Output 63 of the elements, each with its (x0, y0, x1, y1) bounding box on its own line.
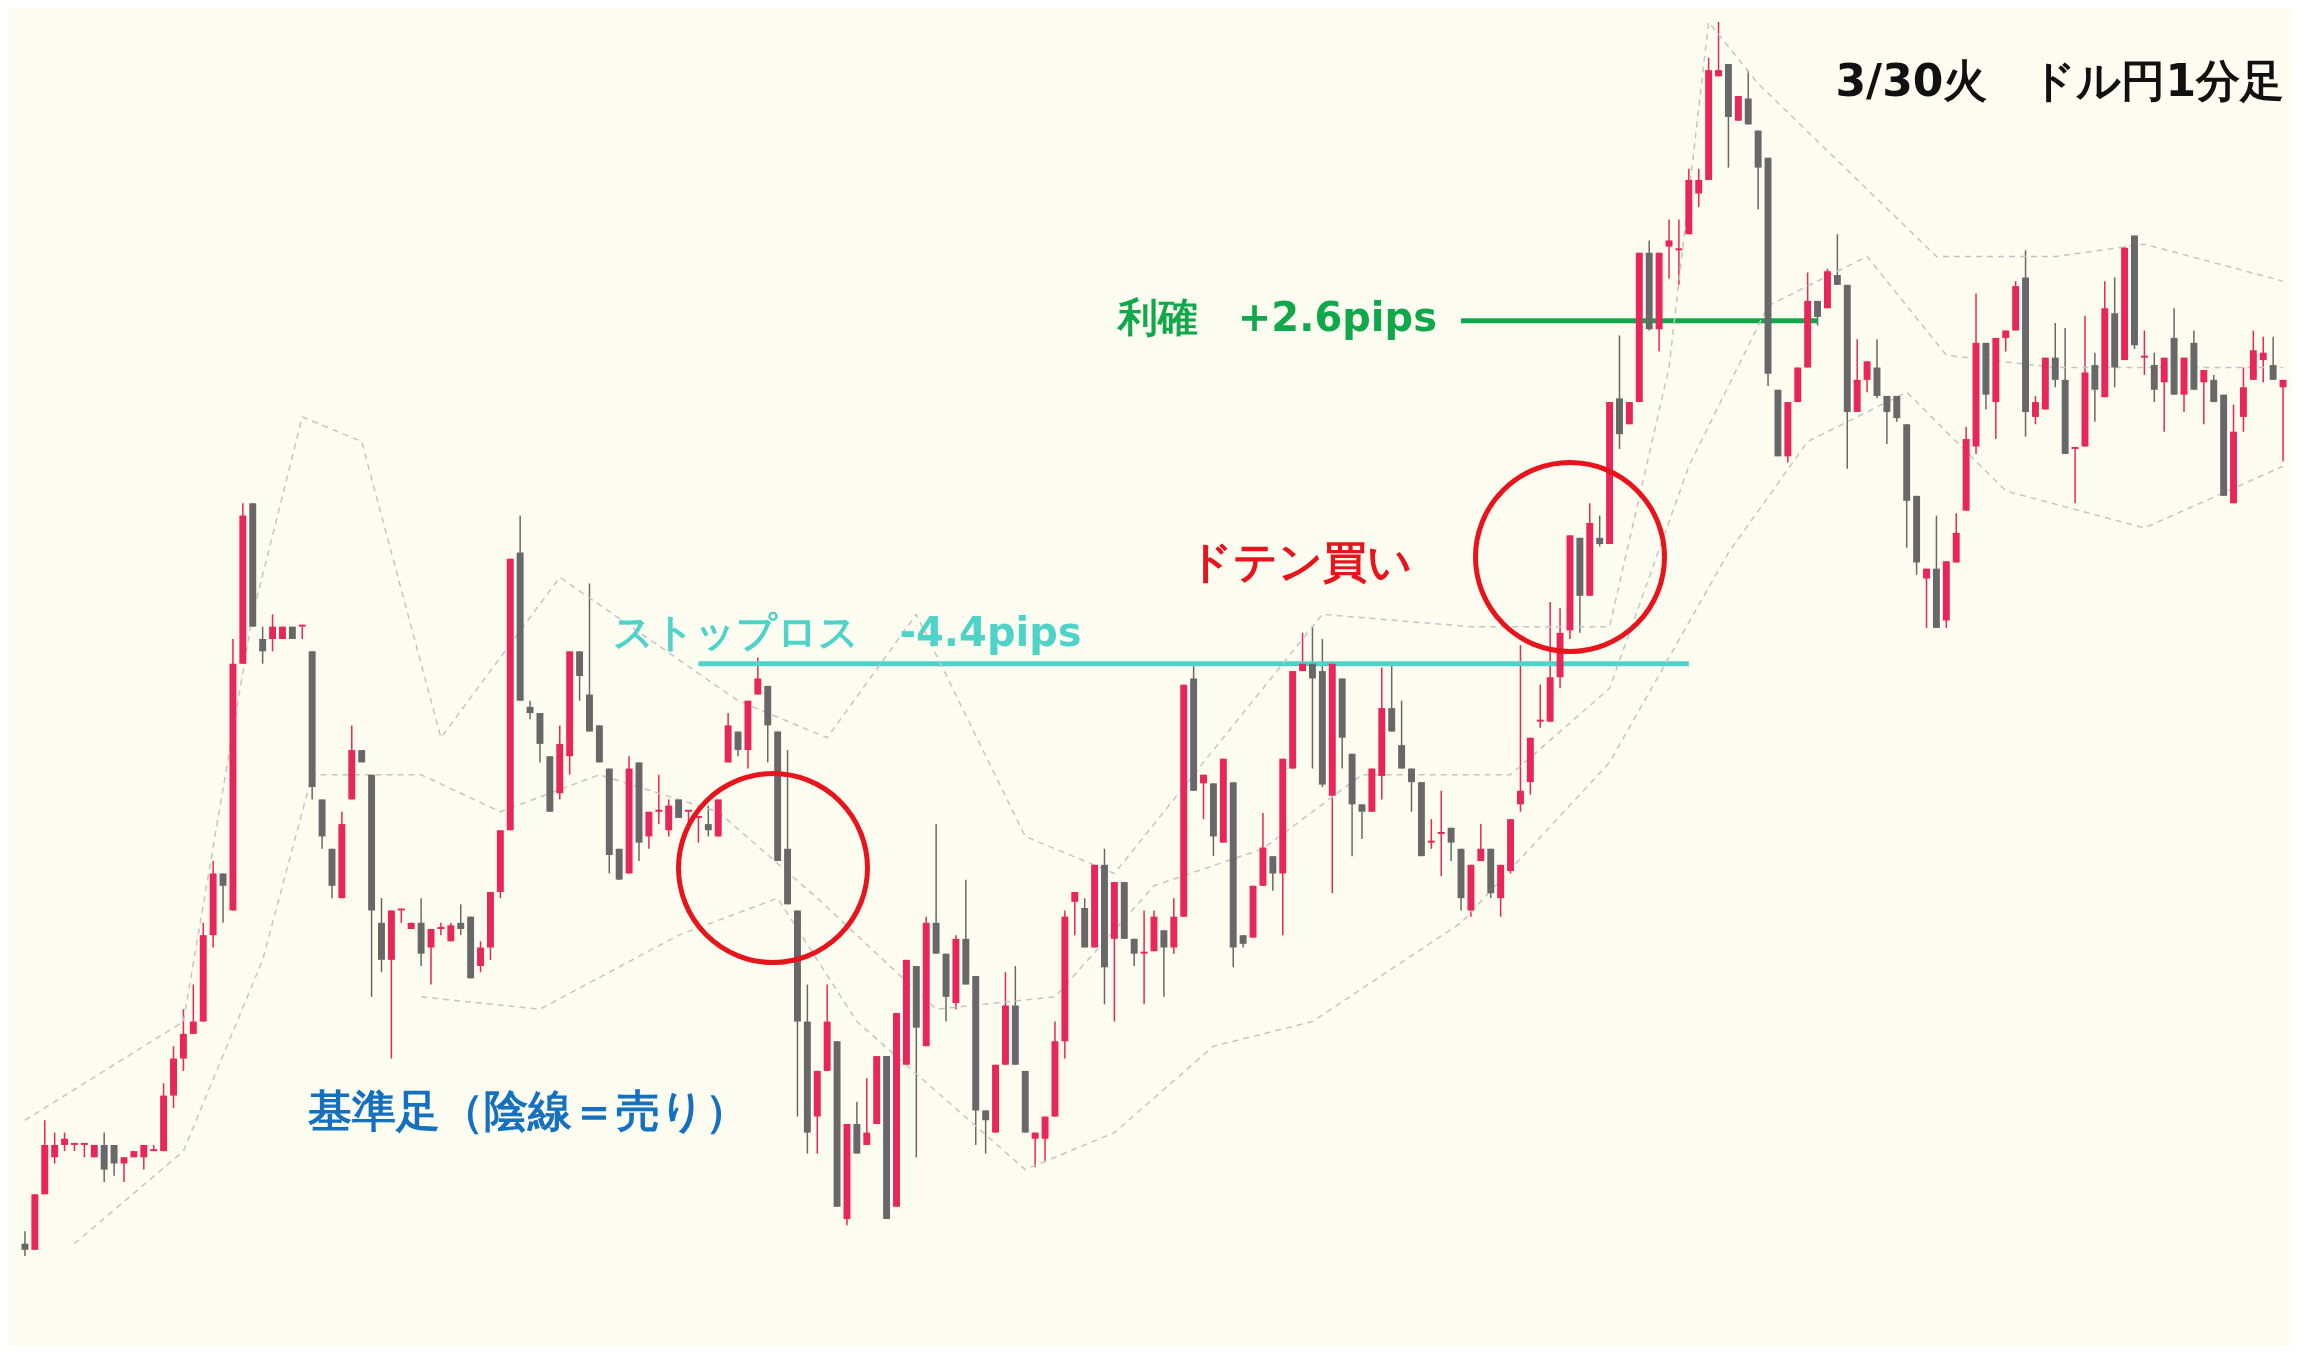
candlestick (1477, 823, 1485, 862)
candlestick (982, 1109, 990, 1155)
candlestick (1437, 790, 1445, 877)
candlestick (2051, 322, 2059, 389)
series-label: ストップロス -4.4pips (613, 609, 1082, 656)
candlestick (1299, 632, 1307, 672)
candlestick (2071, 446, 2079, 505)
candlestick (2210, 374, 2218, 403)
candlestick (1031, 1131, 1039, 1168)
candlestick (1893, 395, 1901, 423)
candlestick (1536, 683, 1544, 729)
candlestick (21, 1230, 29, 1257)
candlestick (1675, 218, 1683, 286)
candlestick (754, 656, 762, 696)
candlestick (477, 940, 484, 973)
candlestick (2140, 329, 2148, 376)
text: 3/30火 ドル円1分足 (1835, 54, 2284, 108)
candlestick (675, 798, 683, 819)
candlestick (1427, 818, 1435, 850)
candlestick (2031, 395, 2039, 426)
candlestick (1269, 855, 1277, 892)
annotation: ドテン買い (1188, 533, 1412, 592)
candlestick (1695, 168, 1703, 208)
candlestick (2200, 369, 2208, 426)
candlestick (1041, 1115, 1049, 1163)
candlestick (1071, 891, 1079, 936)
candlestick (1398, 699, 1406, 770)
candlestick (1358, 803, 1366, 840)
candlestick (1923, 567, 1930, 629)
candlestick (2259, 335, 2267, 384)
candlestick (219, 872, 227, 924)
candlestick (1200, 773, 1207, 820)
candlestick (1408, 767, 1415, 813)
candlestick (863, 1077, 871, 1146)
candlestick (1833, 233, 1841, 286)
candlestick (1447, 827, 1455, 862)
candlestick (1883, 395, 1891, 445)
candlestick (61, 1131, 69, 1152)
candlestick (1665, 218, 1673, 280)
candlestick (2279, 379, 2287, 463)
candlestick (1130, 938, 1138, 967)
candlestick (1516, 644, 1524, 813)
candlestick (734, 730, 742, 757)
candlestick (1160, 929, 1168, 998)
candlestick (437, 922, 445, 936)
candlestick (1596, 514, 1604, 548)
candlestick (140, 1144, 148, 1171)
candlestick (269, 613, 277, 653)
annotation: 基準足（陰線＝売り） (308, 1082, 749, 1141)
candlestick (704, 804, 712, 838)
series-label: 利確 +2.6pips (1115, 294, 1438, 341)
candlestick (655, 773, 663, 825)
candlestick (1309, 625, 1316, 770)
candlestick (189, 983, 197, 1035)
candlestick (259, 625, 267, 665)
candlestick (51, 1131, 59, 1165)
candlestick (526, 699, 534, 720)
candlestick (457, 903, 465, 936)
candlestick (110, 1144, 118, 1177)
candlestick (1863, 360, 1871, 393)
candlestick (1715, 21, 1722, 78)
candlestick (1140, 909, 1148, 1006)
candlestick (2269, 335, 2277, 381)
